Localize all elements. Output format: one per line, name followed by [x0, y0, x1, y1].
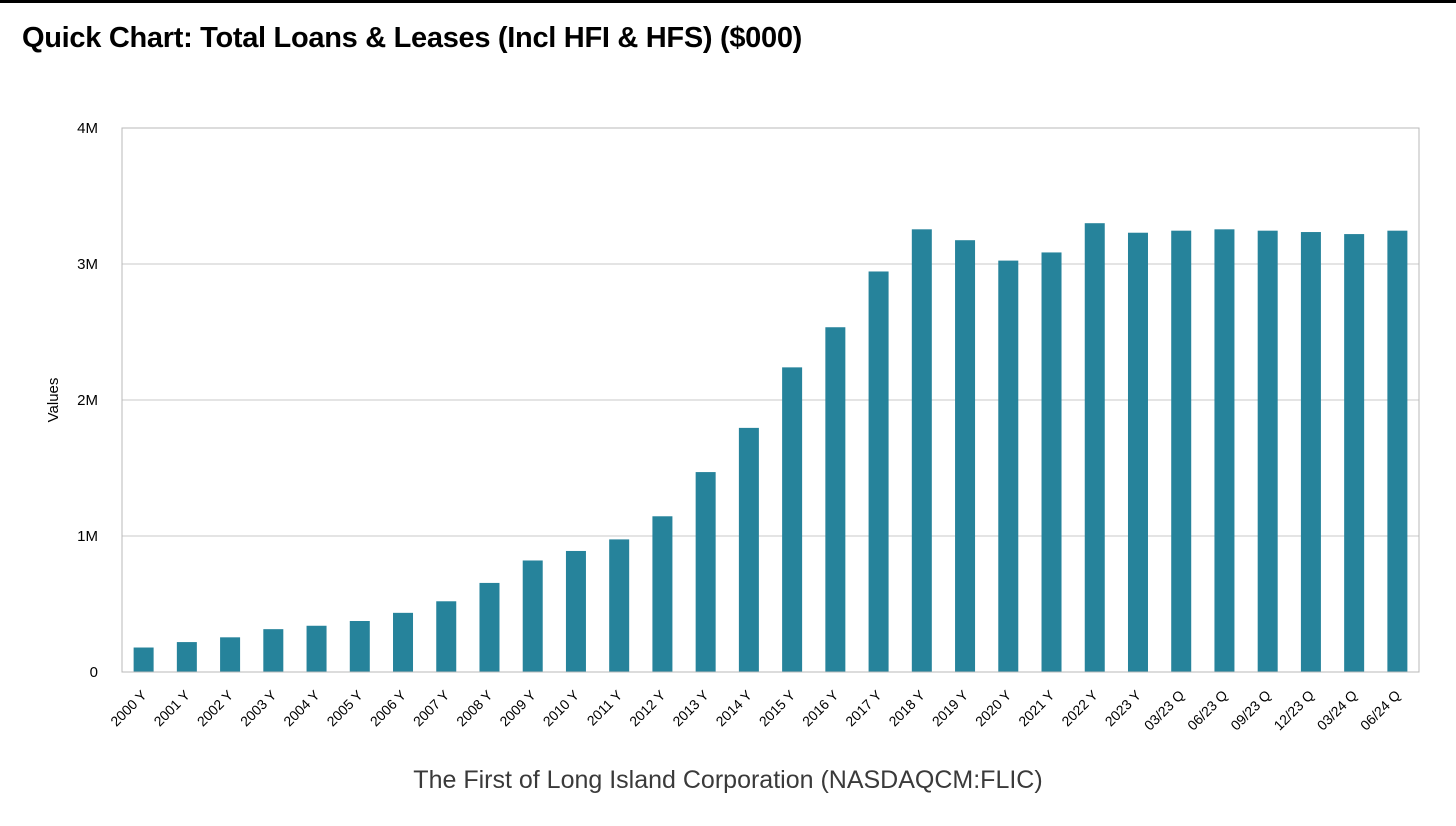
x-tick-label: 2006 Y — [367, 686, 410, 729]
x-tick-label: 2018 Y — [885, 686, 928, 729]
bar — [1171, 230, 1192, 672]
x-tick-label: 2009 Y — [496, 686, 539, 729]
x-tick-label: 2022 Y — [1058, 686, 1101, 729]
x-tick-label: 2005 Y — [323, 686, 366, 729]
grid-layer — [122, 263, 1419, 537]
chart-title: Quick Chart: Total Loans & Leases (Incl … — [22, 22, 803, 54]
x-tick-label: 2023 Y — [1102, 686, 1145, 729]
bar — [695, 472, 716, 672]
bar — [1041, 252, 1062, 672]
x-tick-label: 2004 Y — [280, 686, 323, 729]
chart-caption: The First of Long Island Corporation (NA… — [413, 766, 1043, 794]
y-axis-label: Values — [45, 378, 62, 423]
bar — [911, 229, 932, 672]
x-tick-label: 2002 Y — [194, 686, 237, 729]
y-tick-label: 0 — [90, 664, 98, 681]
x-tick-label: 09/23 Q — [1227, 687, 1274, 734]
bar — [522, 560, 543, 672]
bar — [436, 601, 457, 672]
top-rule — [0, 0, 1456, 3]
bar — [609, 539, 630, 672]
x-tick-label: 03/23 Q — [1141, 687, 1188, 734]
x-tick-label: 06/24 Q — [1357, 687, 1404, 734]
bar — [393, 612, 414, 672]
y-tick-label: 2M — [77, 392, 98, 409]
bar — [1300, 232, 1321, 673]
bar-layer — [133, 223, 1408, 673]
bar — [868, 271, 889, 672]
x-tick-label: 2015 Y — [756, 686, 799, 729]
x-tick-label: 2000 Y — [107, 686, 150, 729]
bar — [825, 327, 846, 672]
bar — [652, 516, 673, 672]
y-tick-label: 4M — [77, 120, 98, 137]
y-tick-label: 3M — [77, 256, 98, 273]
bar — [306, 625, 327, 672]
bar — [1214, 229, 1235, 672]
x-tick-label: 2016 Y — [799, 686, 842, 729]
x-tick-label: 06/23 Q — [1184, 687, 1231, 734]
x-tick-label: 12/23 Q — [1270, 687, 1317, 734]
x-tick-label: 2014 Y — [712, 686, 755, 729]
x-tick-label: 2021 Y — [1015, 686, 1058, 729]
bar — [1387, 230, 1408, 672]
bar — [263, 629, 284, 672]
x-tick-label: 2010 Y — [540, 686, 583, 729]
bar — [479, 582, 500, 672]
x-tick-label: 2007 Y — [410, 686, 453, 729]
x-tick-label: 2017 Y — [842, 686, 885, 729]
bar — [565, 550, 586, 672]
bar — [1257, 230, 1278, 672]
bar — [1127, 232, 1148, 672]
x-tick-label: 2011 Y — [584, 686, 626, 728]
x-tick-label: 2019 Y — [929, 686, 972, 729]
x-tick-label: 2001 Y — [150, 686, 193, 729]
bar — [133, 647, 154, 672]
y-tick-label: 1M — [77, 528, 98, 545]
x-tick-label: 03/24 Q — [1314, 687, 1361, 734]
bar — [782, 367, 803, 672]
x-tick-label: 2013 Y — [669, 686, 712, 729]
x-tick-label: 2012 Y — [626, 686, 669, 729]
x-tick-label: 2003 Y — [237, 686, 280, 729]
bar — [738, 427, 759, 672]
bar — [220, 637, 241, 672]
bar — [1084, 223, 1105, 672]
bar — [998, 260, 1019, 672]
bar — [1344, 234, 1365, 672]
bar — [176, 642, 197, 672]
x-tick-label: 2020 Y — [972, 686, 1015, 729]
bar — [955, 240, 976, 672]
bar — [349, 621, 370, 672]
plot-frame — [121, 127, 1420, 673]
x-tick-label: 2008 Y — [453, 686, 496, 729]
